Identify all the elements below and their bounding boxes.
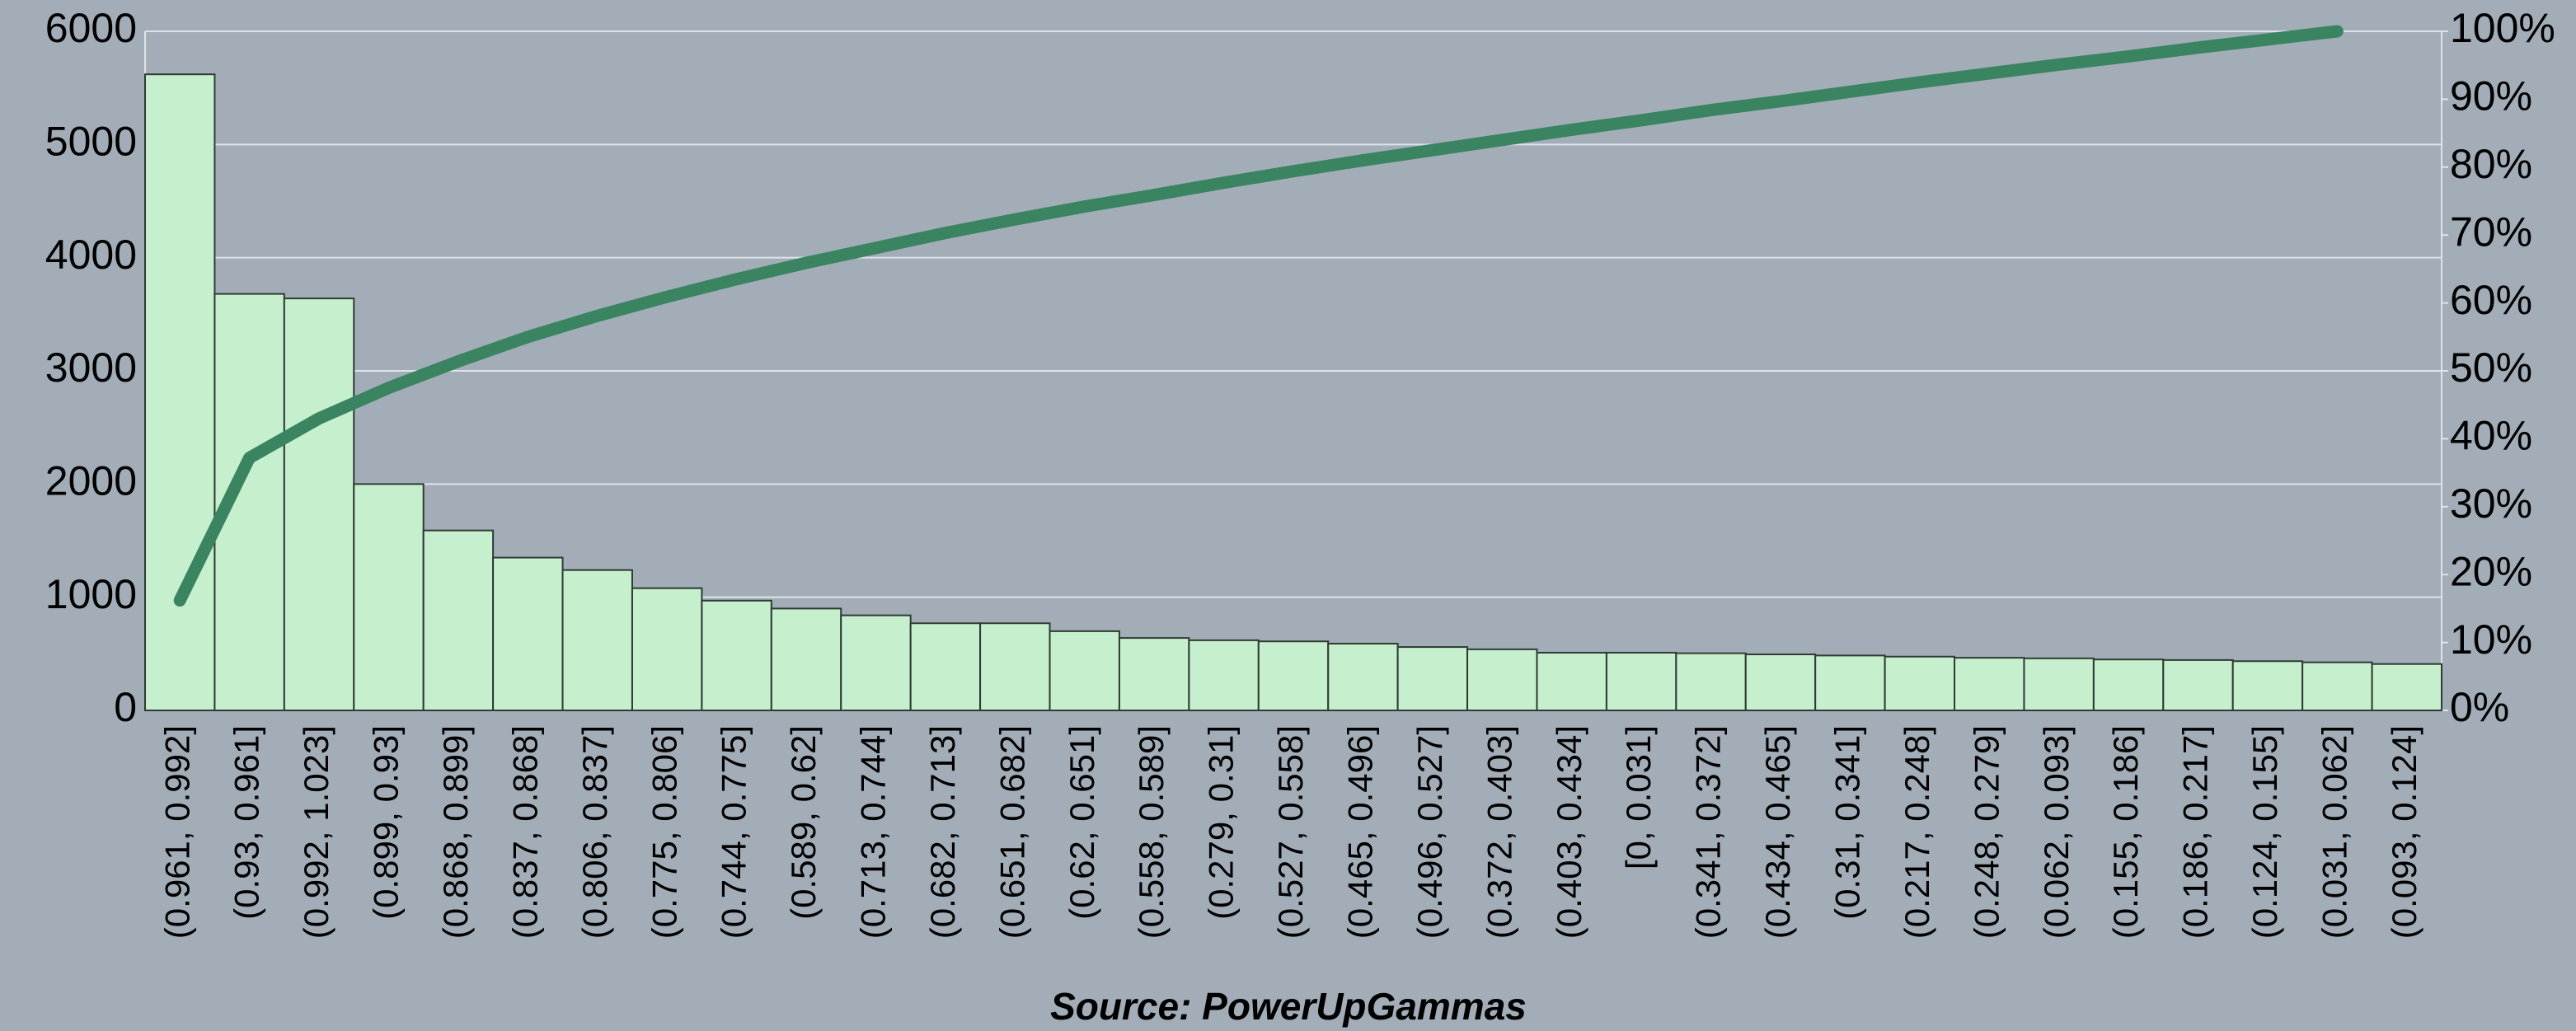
x-tick-label: (0.186, 0.217]: [2176, 725, 2215, 939]
x-tick-label: (0.806, 0.837]: [575, 725, 614, 939]
x-tick-label: (0.093, 0.124]: [2385, 725, 2424, 939]
bar: [1327, 642, 1399, 711]
bar: [283, 298, 355, 711]
y-tick-label: 4000: [45, 232, 137, 278]
bar: [909, 622, 982, 712]
bar: [1188, 639, 1260, 711]
y2-tick-label: 0%: [2450, 684, 2509, 730]
x-tick-label: (0.992, 1.023]: [297, 725, 335, 939]
bar: [770, 607, 842, 712]
x-tick-label: (0.217, 0.248]: [1898, 725, 1936, 939]
x-tick-label: (0.155, 0.186]: [2106, 725, 2145, 939]
bar: [2371, 663, 2442, 712]
y-tick-label: 1000: [45, 571, 137, 617]
bar: [1118, 637, 1190, 712]
bar: [2023, 657, 2095, 711]
bar: [1744, 654, 1817, 712]
y2-tick-label: 40%: [2450, 413, 2532, 459]
y2-tick-label: 80%: [2450, 141, 2532, 187]
x-tick-label: (0.558, 0.589]: [1132, 725, 1171, 939]
x-tick-label: (0.31, 0.341]: [1828, 725, 1866, 920]
x-tick-label: (0.775, 0.806]: [645, 725, 683, 939]
bar: [1257, 640, 1330, 712]
x-tick-label: (0.465, 0.496]: [1341, 725, 1380, 939]
x-tick-label: (0.403, 0.434]: [1550, 725, 1588, 939]
bar: [1396, 646, 1469, 711]
bar: [979, 622, 1051, 712]
y2-tick-label: 90%: [2450, 73, 2532, 120]
y-tick-label: 3000: [45, 344, 137, 391]
bar: [1466, 648, 1538, 712]
bar: [631, 587, 703, 711]
bar: [840, 614, 912, 712]
bar: [353, 483, 425, 711]
bar: [1675, 652, 1747, 711]
x-tick-label: (0.868, 0.899]: [436, 725, 475, 939]
x-tick-label: (0.372, 0.403]: [1480, 725, 1518, 939]
bar: [2302, 661, 2373, 712]
bar: [1605, 651, 1677, 712]
x-tick-label: (0.744, 0.775]: [715, 725, 753, 939]
y-tick-label: 2000: [45, 458, 137, 504]
y2-tick-label: 30%: [2450, 480, 2532, 527]
x-tick-label: (0.279, 0.31]: [1202, 725, 1241, 920]
y2-tick-label: 100%: [2450, 5, 2555, 51]
x-tick-label: (0.031, 0.062]: [2315, 725, 2353, 939]
x-tick-label: (0.651, 0.682]: [992, 725, 1031, 939]
x-tick-label: [0, 0.031]: [1619, 725, 1658, 869]
y-tick-label: 0: [114, 684, 137, 730]
bar: [561, 569, 633, 711]
bar: [2231, 660, 2304, 712]
x-tick-label: (0.837, 0.868]: [505, 725, 544, 939]
x-tick-label: (0.248, 0.279]: [1967, 725, 2006, 939]
bar: [2162, 658, 2234, 711]
bar: [422, 529, 495, 712]
bar: [1954, 657, 2025, 712]
x-tick-label: (0.062, 0.093]: [2037, 725, 2076, 939]
y2-tick-label: 70%: [2450, 209, 2532, 255]
x-tick-label: (0.589, 0.62]: [784, 725, 823, 920]
y-tick-label: 5000: [45, 119, 137, 165]
x-tick-label: (0.713, 0.744]: [854, 725, 893, 939]
y2-tick-label: 20%: [2450, 548, 2532, 594]
bar: [2092, 658, 2165, 712]
y2-tick-label: 10%: [2450, 616, 2532, 663]
bar: [1814, 654, 1886, 711]
x-tick-label: (0.527, 0.558]: [1271, 725, 1310, 939]
y2-tick-label: 60%: [2450, 277, 2532, 323]
x-tick-label: (0.961, 0.992]: [157, 725, 196, 939]
bar: [144, 73, 216, 712]
bar: [701, 599, 772, 712]
bar: [492, 556, 564, 711]
source-note: Source: PowerUpGammas: [1050, 985, 1527, 1028]
bar: [1049, 630, 1120, 711]
x-tick-label: (0.62, 0.651]: [1063, 725, 1101, 920]
x-tick-label: (0.341, 0.372]: [1689, 725, 1728, 939]
bar: [1884, 655, 1956, 711]
x-tick-label: (0.124, 0.155]: [2245, 725, 2284, 939]
x-tick-label: (0.899, 0.93]: [367, 725, 406, 920]
y2-tick-label: 50%: [2450, 344, 2532, 391]
bar: [1536, 651, 1607, 712]
x-tick-label: (0.93, 0.961]: [228, 725, 266, 920]
x-tick-label: (0.434, 0.465]: [1758, 725, 1797, 939]
x-tick-label: (0.496, 0.527]: [1410, 725, 1449, 939]
y-tick-label: 6000: [45, 5, 137, 51]
x-tick-label: (0.682, 0.713]: [923, 725, 962, 939]
cumulative-line: [173, 25, 2344, 607]
